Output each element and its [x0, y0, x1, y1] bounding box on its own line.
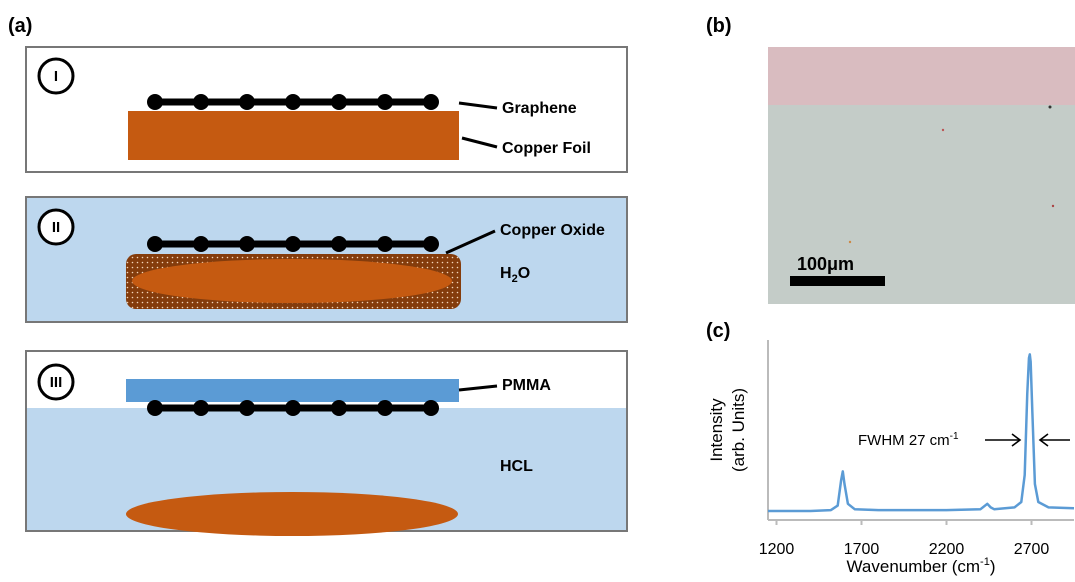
annotation: FWHM 27 cm-1: [858, 431, 959, 449]
fwhm-arrows: [985, 434, 1070, 446]
carbon-atom: [423, 94, 439, 110]
panel-label: (a): [8, 15, 32, 37]
carbon-atom: [285, 94, 301, 110]
figure: (a) I Graphene Copper Foil II Copper Oxi…: [0, 0, 1075, 577]
scale-bar: [790, 276, 885, 286]
panel-label: (b): [706, 15, 732, 37]
copper-foil: [128, 111, 459, 160]
y-axis-label: (arb. Units): [729, 388, 748, 472]
carbon-atom: [377, 94, 393, 110]
text: FWHM 27 cm: [858, 432, 950, 449]
carbon-atom: [193, 400, 209, 416]
carbon-atom: [193, 94, 209, 110]
panel-label: (c): [706, 320, 730, 342]
x-tick-label: 2200: [929, 541, 965, 558]
carbon-atom: [377, 400, 393, 416]
speck: [1052, 205, 1054, 207]
step-label: I: [54, 68, 58, 85]
carbon-atom: [239, 94, 255, 110]
copper-foil-label: Copper Foil: [502, 140, 591, 157]
carbon-atom: [285, 400, 301, 416]
x-tick-label: 1200: [759, 541, 795, 558]
carbon-atom: [423, 236, 439, 252]
step-label: II: [52, 219, 60, 236]
superscript: -1: [950, 431, 959, 442]
text: Wavenumber (cm: [847, 557, 981, 576]
micrograph-top: [768, 47, 1075, 105]
acid-label: HCL: [500, 458, 533, 475]
copper-remnant: [126, 492, 458, 536]
speck: [942, 129, 944, 131]
x-tick-label: 1700: [844, 541, 880, 558]
pmma-layer: [126, 379, 459, 402]
carbon-atom: [331, 94, 347, 110]
carbon-atom: [331, 400, 347, 416]
carbon-atom: [147, 94, 163, 110]
spectrum-chart: 1200 1700 2200 2700: [759, 340, 1074, 558]
carbon-atom: [285, 236, 301, 252]
copper-core: [132, 259, 452, 303]
superscript: -1: [980, 556, 990, 568]
carbon-atom: [147, 236, 163, 252]
step-label: III: [50, 374, 63, 391]
text: O: [518, 265, 530, 282]
carbon-atom: [193, 236, 209, 252]
x-axis-label: Wavenumber (cm-1): [847, 556, 996, 576]
y-axis-label: Intensity: [707, 398, 726, 462]
text: ): [990, 557, 996, 576]
carbon-atom: [239, 236, 255, 252]
carbon-atom: [239, 400, 255, 416]
text: H: [500, 265, 512, 282]
carbon-atom: [423, 400, 439, 416]
scale-bar-label: 100μm: [797, 254, 854, 274]
copper-oxide-label: Copper Oxide: [500, 222, 605, 239]
x-tick-label: 2700: [1014, 541, 1050, 558]
carbon-atom: [377, 236, 393, 252]
speck: [1049, 106, 1052, 109]
graphene-label: Graphene: [502, 100, 577, 117]
pmma-label: PMMA: [502, 377, 551, 394]
carbon-atom: [331, 236, 347, 252]
carbon-atom: [147, 400, 163, 416]
speck: [849, 241, 851, 243]
